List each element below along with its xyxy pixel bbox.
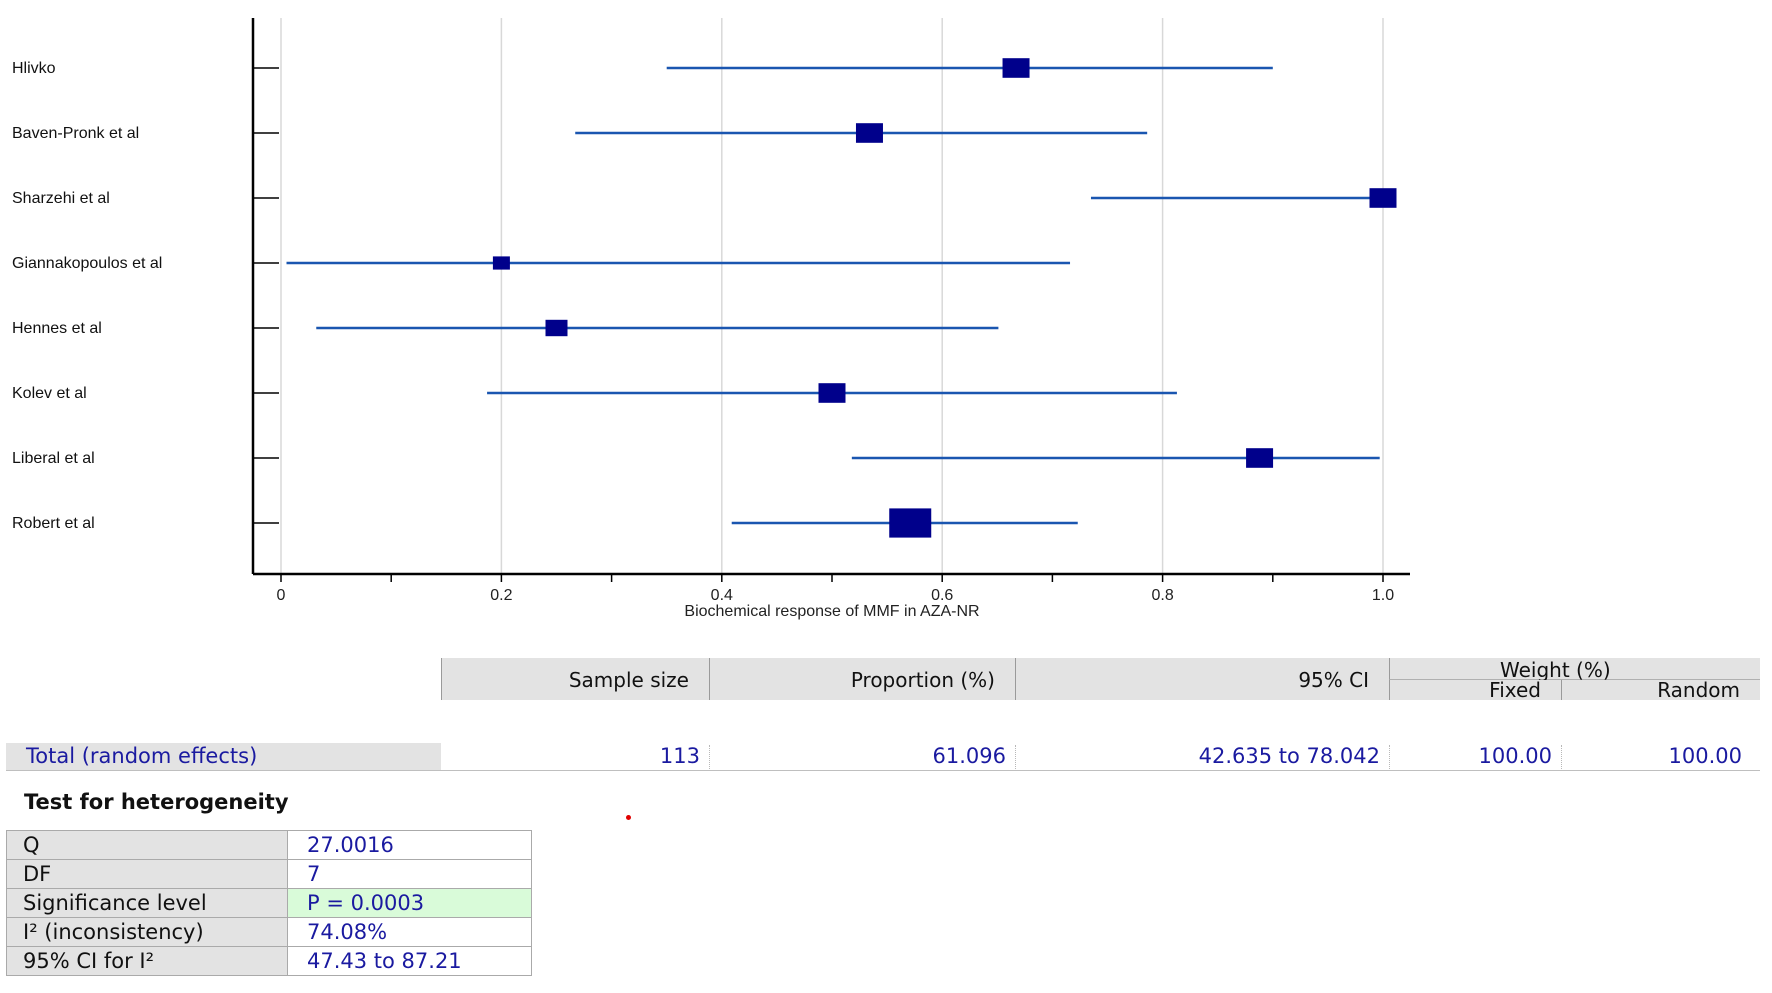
sample-size-header-label: Sample size <box>568 668 689 692</box>
study-label-5: Kolev et al <box>12 385 87 402</box>
ci-header-label: 95% CI <box>1298 668 1369 692</box>
estimate-marker-2 <box>1369 188 1397 208</box>
het-row-df: DF 7 <box>6 859 532 889</box>
study-label-2: Sharzehi et al <box>12 190 110 207</box>
het-value-significance: P = 0.0003 <box>287 888 532 918</box>
estimate-marker-6 <box>1246 448 1274 468</box>
total-weight-random: 100.00 <box>1668 744 1742 768</box>
study-label-0: Hlivko <box>12 60 56 77</box>
total-proportion: 61.096 <box>932 744 1006 768</box>
total-row-label: Total (random effects) <box>26 744 258 768</box>
het-label-q: Q <box>6 830 288 860</box>
x-tick-label-3: 0.6 <box>931 587 953 604</box>
het-label-i2-ci: 95% CI for I² <box>6 946 288 976</box>
col-header-random: Random <box>1561 678 1760 702</box>
het-row-q: Q 27.0016 <box>6 830 532 860</box>
estimate-marker-3 <box>492 256 510 270</box>
forest-plot: 0 0.2 0.4 0.6 0.8 1.0 Biochemical response of … <box>12 18 1410 620</box>
estimate-marker-7 <box>889 508 932 538</box>
col-header-sample-size: Sample size <box>441 658 709 700</box>
weight-header-label: Weight (%) <box>1500 658 1611 682</box>
het-label-significance: Significance level <box>6 888 288 918</box>
random-header-label: Random <box>1657 678 1740 702</box>
proportion-header-label: Proportion (%) <box>850 668 995 692</box>
total-weight-fixed: 100.00 <box>1478 744 1552 768</box>
x-tick-label-4: 0.8 <box>1151 587 1173 604</box>
fixed-header-label: Fixed <box>1489 678 1541 702</box>
het-value-i2: 74.08% <box>287 917 532 947</box>
x-tick-label-0: 0 <box>277 587 286 604</box>
heterogeneity-title: Test for heterogeneity <box>24 790 289 814</box>
total-row-label-cell: Total (random effects) <box>6 743 441 770</box>
study-label-1: Baven-Pronk et al <box>12 125 139 142</box>
x-tick-label-1: 0.2 <box>490 587 512 604</box>
het-row-significance: Significance level P = 0.0003 <box>6 888 532 918</box>
study-label-3: Giannakopoulos et al <box>12 255 162 272</box>
col-header-ci: 95% CI <box>1015 658 1389 700</box>
col-header-proportion: Proportion (%) <box>709 658 1015 700</box>
het-row-i2-ci: 95% CI for I² 47.43 to 87.21 <box>6 946 532 976</box>
study-label-7: Robert et al <box>12 515 95 532</box>
total-row: Total (random effects) 113 61.096 42.635… <box>6 743 1760 771</box>
estimate-marker-0 <box>1002 58 1030 78</box>
het-label-i2: I² (inconsistency) <box>6 917 288 947</box>
total-ci: 42.635 to 78.042 <box>1198 744 1380 768</box>
het-row-i2: I² (inconsistency) 74.08% <box>6 917 532 947</box>
het-value-df: 7 <box>287 859 532 889</box>
red-dot-marker <box>626 815 631 820</box>
x-axis-title: Biochemical response of MMF in AZA-NR <box>684 603 979 620</box>
study-label-4: Hennes et al <box>12 320 102 337</box>
estimate-marker-5 <box>818 383 846 403</box>
estimate-marker-4 <box>545 319 568 337</box>
estimate-marker-1 <box>855 123 883 143</box>
het-value-q: 27.0016 <box>287 830 532 860</box>
x-tick-label-5: 1.0 <box>1372 587 1394 604</box>
x-tick-label-2: 0.4 <box>711 587 733 604</box>
study-label-6: Liberal et al <box>12 450 95 467</box>
total-sample-size: 113 <box>659 744 700 768</box>
het-label-df: DF <box>6 859 288 889</box>
col-header-weight: Weight (%) <box>1389 658 1760 682</box>
heterogeneity-table: Q 27.0016 DF 7 Significance level P = 0.… <box>6 830 532 976</box>
het-value-i2-ci: 47.43 to 87.21 <box>287 946 532 976</box>
col-header-fixed: Fixed <box>1389 678 1561 702</box>
